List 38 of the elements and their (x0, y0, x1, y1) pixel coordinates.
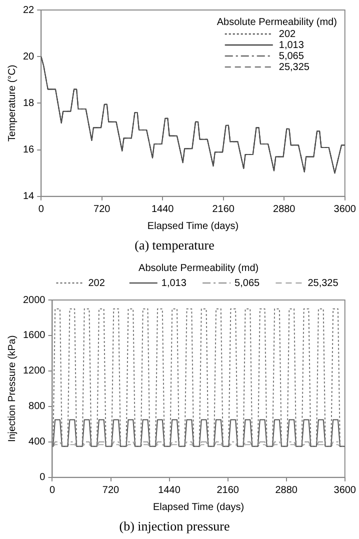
legend-title: Absolute Permeability (md) (138, 262, 259, 274)
x-tick-label: 1440 (158, 485, 181, 496)
legend-label: 202 (278, 28, 296, 40)
legend-title: Absolute Permeability (md) (216, 16, 337, 28)
x-tick-label: 2880 (273, 204, 296, 216)
y-tick-label: 800 (28, 401, 46, 412)
y-axis-title: Injection Pressure (kPa) (6, 335, 18, 442)
y-tick-label: 14 (23, 191, 35, 202)
x-tick-label: 2160 (212, 204, 235, 216)
legend-label: 5,065 (234, 278, 260, 289)
y-tick-label: 22 (23, 4, 35, 16)
legend-label: 25,325 (308, 278, 339, 289)
y-tick-label: 16 (23, 144, 35, 156)
y-tick-label: 1200 (22, 366, 46, 377)
text: (a) temperature (134, 238, 215, 253)
y-tick-label: 2000 (22, 294, 46, 306)
x-axis-title: Elapsed Time (days) (147, 221, 239, 232)
x-tick-label: 2880 (275, 485, 298, 496)
legend-label: 202 (88, 278, 106, 289)
legend-label: 25,325 (278, 62, 310, 73)
y-tick-label: 0 (40, 472, 46, 484)
legend-label: 5,065 (278, 50, 304, 62)
x-tick-label: 720 (94, 204, 111, 216)
legend-label: 1,013 (278, 40, 304, 51)
x-tick-label: 2160 (216, 485, 240, 496)
x-tick-label: 0 (49, 485, 56, 496)
text: (b) injection pressure (119, 518, 230, 534)
y-tick-label: 20 (23, 51, 35, 62)
x-tick-label: 720 (102, 485, 120, 496)
x-tick-label: 3600 (334, 204, 356, 216)
legend-label: 1,013 (161, 278, 187, 289)
x-tick-label: 3600 (334, 485, 356, 496)
x-axis-title: Elapsed Time (days) (152, 502, 244, 514)
y-tick-label: 400 (28, 436, 46, 448)
y-tick-label: 18 (23, 98, 35, 109)
y-axis-title: Temperature (°C) (6, 64, 18, 142)
y-tick-label: 1600 (22, 330, 46, 342)
x-tick-label: 1440 (152, 204, 174, 216)
